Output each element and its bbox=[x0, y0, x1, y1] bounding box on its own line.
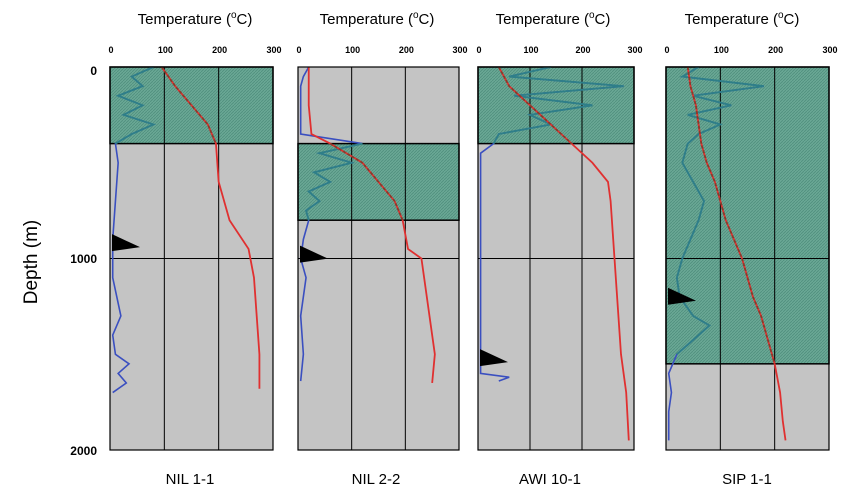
plot-border bbox=[109, 66, 274, 451]
temperature-curve-zone bbox=[686, 66, 776, 365]
temperature-curve-zone bbox=[160, 66, 217, 144]
x-tick-100: 100 bbox=[714, 45, 729, 55]
depth-marker-triangle bbox=[668, 287, 696, 305]
x-tick-0: 0 bbox=[476, 45, 481, 55]
x-axis-title-unit: C) bbox=[595, 11, 611, 28]
plot-border bbox=[665, 66, 830, 451]
temperature-curve-zone bbox=[498, 66, 573, 145]
x-axis-title-degree: o bbox=[778, 10, 784, 21]
y-tick-2000: 2000 bbox=[70, 444, 97, 458]
y-axis-label: Depth (m) bbox=[21, 220, 42, 304]
temperature-curve bbox=[160, 66, 261, 389]
well-label: SIP 1-1 bbox=[722, 471, 772, 488]
temperature-curve-zone bbox=[329, 142, 404, 221]
gamma-curve-zone bbox=[675, 66, 764, 355]
y-tick-0: 0 bbox=[90, 64, 97, 78]
depth-marker-triangle bbox=[480, 349, 508, 367]
x-axis-title-unit: C) bbox=[237, 11, 253, 28]
x-axis-title: Temperature (oC) bbox=[320, 10, 435, 28]
x-axis-title-degree: o bbox=[589, 10, 595, 21]
well-label: AWI 10-1 bbox=[519, 471, 581, 488]
shaded-zone-1 bbox=[477, 66, 635, 145]
plot-border bbox=[297, 66, 460, 451]
plot-border bbox=[477, 66, 635, 451]
x-axis-title-unit: C) bbox=[784, 11, 800, 28]
depth-marker-triangle bbox=[300, 245, 328, 263]
x-tick-300: 300 bbox=[452, 45, 467, 55]
y-tick-1000: 1000 bbox=[70, 252, 97, 266]
x-axis-title-main: Temperature ( bbox=[320, 11, 413, 28]
gamma-curve-zone bbox=[492, 66, 624, 145]
gamma-curve-zone bbox=[305, 142, 363, 221]
x-axis-title-main: Temperature ( bbox=[138, 11, 231, 28]
x-tick-0: 0 bbox=[664, 45, 669, 55]
x-tick-300: 300 bbox=[266, 45, 281, 55]
depth-marker-triangle bbox=[112, 234, 140, 252]
x-tick-300: 300 bbox=[822, 45, 837, 55]
temperature-curve bbox=[498, 66, 630, 441]
x-axis-title-degree: o bbox=[231, 10, 237, 21]
x-axis-title-main: Temperature ( bbox=[496, 11, 589, 28]
x-tick-300: 300 bbox=[627, 45, 642, 55]
gamma-curve-zone bbox=[114, 66, 157, 145]
panel-4: 0 100 200 300 Temperature (oC) SIP 1-1 bbox=[664, 10, 837, 488]
x-tick-100: 100 bbox=[158, 45, 173, 55]
panel-3: 0 100 200 300 Temperature (oC) AWI 10-1 bbox=[476, 10, 642, 488]
x-axis-title: Temperature (oC) bbox=[496, 10, 611, 28]
x-tick-200: 200 bbox=[575, 45, 590, 55]
x-axis-title-unit: C) bbox=[419, 11, 435, 28]
x-axis-title-main: Temperature ( bbox=[685, 11, 778, 28]
x-axis-title-degree: o bbox=[413, 10, 419, 21]
x-tick-0: 0 bbox=[296, 45, 301, 55]
panel-2: 0 100 200 300 Temperature (oC) NIL 2-2 bbox=[296, 10, 467, 488]
x-tick-100: 100 bbox=[523, 45, 538, 55]
x-tick-0: 0 bbox=[108, 45, 113, 55]
well-label: NIL 1-1 bbox=[166, 471, 215, 488]
shaded-zone-1 bbox=[665, 66, 830, 365]
x-tick-100: 100 bbox=[345, 45, 360, 55]
x-tick-200: 200 bbox=[399, 45, 414, 55]
well-label: NIL 2-2 bbox=[352, 471, 401, 488]
x-axis-title: Temperature (oC) bbox=[138, 10, 253, 28]
x-axis-title: Temperature (oC) bbox=[685, 10, 800, 28]
x-tick-200: 200 bbox=[212, 45, 227, 55]
x-tick-200: 200 bbox=[768, 45, 783, 55]
panel-1: 0 100 200 300 Temperature (oC) NIL 1-1 bbox=[108, 10, 281, 488]
